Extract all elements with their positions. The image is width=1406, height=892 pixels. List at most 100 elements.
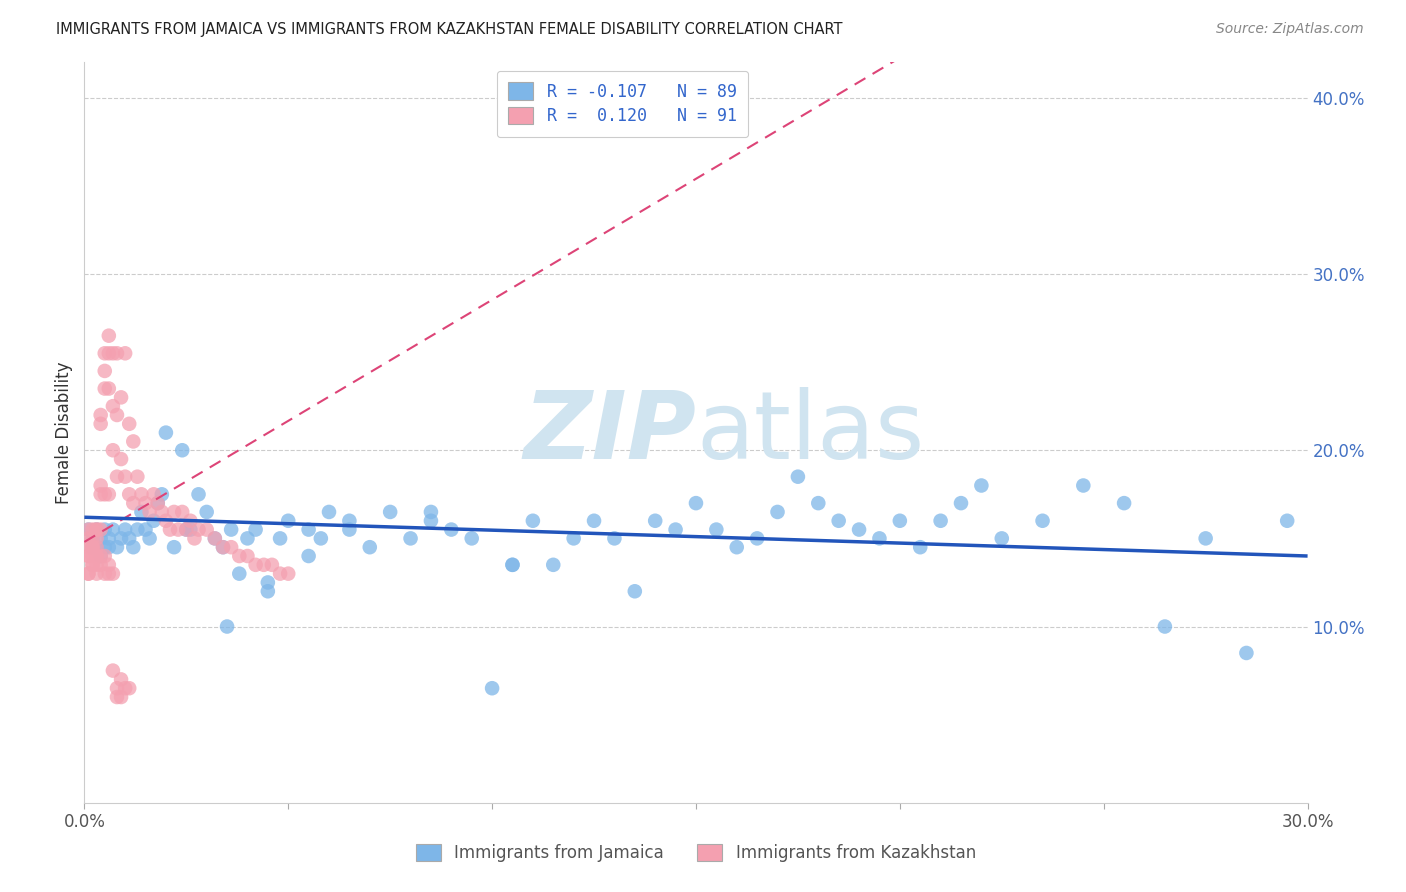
Point bbox=[309, 532, 332, 546]
Point bbox=[110, 532, 132, 546]
Point bbox=[236, 549, 259, 563]
Point bbox=[665, 523, 688, 537]
Point bbox=[245, 558, 267, 572]
Point bbox=[118, 417, 141, 431]
Point bbox=[93, 549, 115, 563]
Point bbox=[212, 540, 235, 554]
Point bbox=[187, 523, 209, 537]
Point bbox=[245, 523, 267, 537]
Point bbox=[101, 346, 124, 360]
Point bbox=[1195, 532, 1218, 546]
Point bbox=[77, 549, 100, 563]
Point bbox=[603, 532, 626, 546]
Point bbox=[90, 478, 112, 492]
Point bbox=[131, 487, 153, 501]
Point bbox=[260, 558, 283, 572]
Point bbox=[90, 417, 112, 431]
Point bbox=[159, 523, 181, 537]
Point bbox=[236, 532, 259, 546]
Point bbox=[380, 505, 402, 519]
Point bbox=[228, 549, 250, 563]
Point bbox=[86, 532, 108, 546]
Point bbox=[950, 496, 973, 510]
Point bbox=[828, 514, 851, 528]
Point bbox=[502, 558, 524, 572]
Point bbox=[929, 514, 952, 528]
Y-axis label: Female Disability: Female Disability bbox=[55, 361, 73, 504]
Point bbox=[101, 443, 124, 458]
Point bbox=[399, 532, 422, 546]
Point bbox=[277, 514, 299, 528]
Point bbox=[77, 540, 100, 554]
Point bbox=[82, 549, 104, 563]
Point bbox=[848, 523, 870, 537]
Point bbox=[1154, 619, 1177, 633]
Text: IMMIGRANTS FROM JAMAICA VS IMMIGRANTS FROM KAZAKHSTAN FEMALE DISABILITY CORRELAT: IMMIGRANTS FROM JAMAICA VS IMMIGRANTS FR… bbox=[56, 22, 842, 37]
Point bbox=[461, 532, 484, 546]
Point bbox=[110, 690, 132, 704]
Point bbox=[766, 505, 789, 519]
Legend: Immigrants from Jamaica, Immigrants from Kazakhstan: Immigrants from Jamaica, Immigrants from… bbox=[409, 837, 983, 869]
Point bbox=[82, 532, 104, 546]
Point bbox=[105, 690, 128, 704]
Point bbox=[212, 540, 235, 554]
Point bbox=[77, 523, 100, 537]
Point bbox=[583, 514, 606, 528]
Point bbox=[179, 523, 201, 537]
Point bbox=[93, 382, 115, 396]
Point bbox=[219, 540, 242, 554]
Point bbox=[135, 496, 157, 510]
Point bbox=[97, 540, 120, 554]
Point bbox=[807, 496, 830, 510]
Point bbox=[114, 523, 136, 537]
Point bbox=[502, 558, 524, 572]
Point bbox=[644, 514, 666, 528]
Point bbox=[1277, 514, 1299, 528]
Point bbox=[1114, 496, 1136, 510]
Point bbox=[1073, 478, 1095, 492]
Point bbox=[105, 681, 128, 696]
Point bbox=[174, 523, 197, 537]
Point bbox=[204, 532, 226, 546]
Point bbox=[155, 514, 177, 528]
Point bbox=[150, 505, 173, 519]
Point bbox=[318, 505, 340, 519]
Point bbox=[114, 469, 136, 483]
Point bbox=[77, 532, 100, 546]
Point bbox=[146, 496, 169, 510]
Point bbox=[298, 549, 321, 563]
Point bbox=[93, 487, 115, 501]
Point bbox=[1236, 646, 1258, 660]
Point bbox=[114, 346, 136, 360]
Point bbox=[97, 532, 120, 546]
Point bbox=[86, 566, 108, 581]
Point bbox=[706, 523, 728, 537]
Point bbox=[163, 540, 186, 554]
Point bbox=[253, 558, 276, 572]
Point bbox=[82, 540, 104, 554]
Point bbox=[82, 540, 104, 554]
Point bbox=[93, 540, 115, 554]
Point bbox=[77, 523, 100, 537]
Point bbox=[991, 532, 1014, 546]
Point bbox=[277, 566, 299, 581]
Point bbox=[86, 540, 108, 554]
Point bbox=[77, 549, 100, 563]
Point bbox=[163, 505, 186, 519]
Point bbox=[339, 523, 361, 537]
Point bbox=[146, 496, 169, 510]
Point bbox=[138, 532, 160, 546]
Point bbox=[82, 558, 104, 572]
Text: Source: ZipAtlas.com: Source: ZipAtlas.com bbox=[1216, 22, 1364, 37]
Point bbox=[204, 532, 226, 546]
Point bbox=[86, 549, 108, 563]
Point bbox=[82, 558, 104, 572]
Point bbox=[97, 566, 120, 581]
Point bbox=[97, 487, 120, 501]
Point bbox=[118, 532, 141, 546]
Point bbox=[118, 487, 141, 501]
Point bbox=[97, 346, 120, 360]
Point bbox=[522, 514, 544, 528]
Point bbox=[101, 566, 124, 581]
Point bbox=[77, 566, 100, 581]
